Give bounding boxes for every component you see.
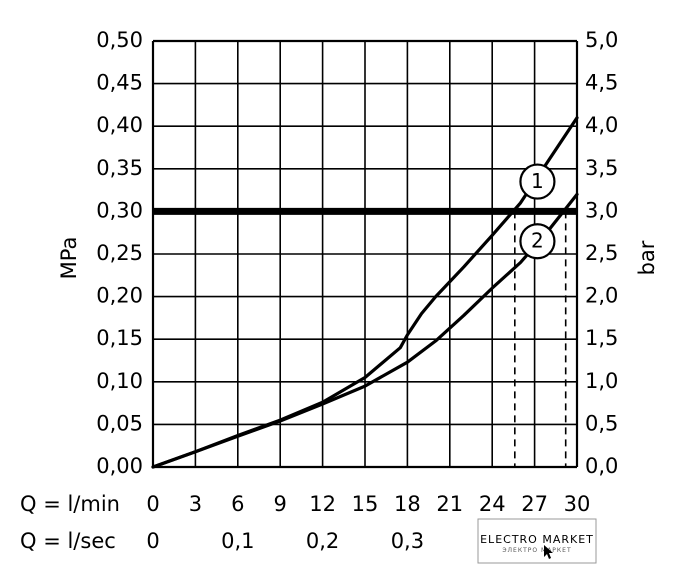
left-tick-label: 0,10 xyxy=(96,369,143,393)
left-tick-label: 0,40 xyxy=(96,113,143,137)
x-tick-label-lmin: 0 xyxy=(146,492,159,516)
logo-main-text: ELECTRO MARKET xyxy=(480,533,594,546)
left-tick-label: 0,05 xyxy=(96,411,143,435)
x-axis-label-lmin: Q = l/min xyxy=(20,492,120,516)
x-tick-label-lsec: 0,1 xyxy=(221,529,254,553)
right-tick-label: 2,0 xyxy=(585,284,618,308)
right-tick-label: 2,5 xyxy=(585,241,618,265)
x-tick-label-lmin: 18 xyxy=(394,492,421,516)
x-tick-label-lsec: 0 xyxy=(146,529,159,553)
right-tick-label: 0,0 xyxy=(585,454,618,478)
left-tick-label: 0,15 xyxy=(96,326,143,350)
x-tick-label-lmin: 27 xyxy=(521,492,548,516)
left-tick-label: 0,35 xyxy=(96,156,143,180)
x-tick-label-lmin: 3 xyxy=(189,492,202,516)
left-tick-label: 0,30 xyxy=(96,198,143,222)
right-tick-label: 1,0 xyxy=(585,369,618,393)
series-marker-label: 1 xyxy=(531,169,544,193)
right-tick-label: 4,5 xyxy=(585,71,618,95)
x-tick-label-lmin: 21 xyxy=(436,492,463,516)
x-axis-row-lmin: Q = l/min 0 3 6 9 12 15 18 21 24 27 30 xyxy=(20,492,590,516)
logo-frame xyxy=(477,518,597,564)
left-tick-label: 0,25 xyxy=(96,241,143,265)
left-tick-label: 0,00 xyxy=(96,454,143,478)
right-axis-title: bar xyxy=(635,240,659,275)
left-tick-label: 0,45 xyxy=(96,71,143,95)
cursor-icon xyxy=(544,545,553,559)
right-y-ticks: 0,0 0,5 1,0 1,5 2,0 2,5 3,0 3,5 4,0 4,5 5,0 xyxy=(585,28,618,478)
right-tick-label: 3,5 xyxy=(585,156,618,180)
right-tick-label: 1,5 xyxy=(585,326,618,350)
left-tick-label: 0,50 xyxy=(96,28,143,52)
dashed-drop-lines xyxy=(514,211,567,467)
x-tick-label-lmin: 9 xyxy=(274,492,287,516)
logo-sub-text: ЭЛЕКТРО МАРКЕТ xyxy=(502,547,571,554)
grid xyxy=(151,39,579,469)
x-tick-label-lsec: 0,2 xyxy=(306,529,339,553)
x-tick-label-lmin: 12 xyxy=(309,492,336,516)
x-tick-label-lmin: 15 xyxy=(352,492,379,516)
right-tick-label: 0,5 xyxy=(585,411,618,435)
right-tick-label: 5,0 xyxy=(585,28,618,52)
right-tick-label: 4,0 xyxy=(585,113,618,137)
left-y-ticks: 0,00 0,05 0,10 0,15 0,20 0,25 0,30 0,35 0,40 0,45… xyxy=(96,28,143,478)
left-tick-label: 0,20 xyxy=(96,284,143,308)
x-tick-label-lsec: 0,3 xyxy=(391,529,424,553)
x-tick-label-lmin: 30 xyxy=(564,492,591,516)
x-tick-label-lmin: 24 xyxy=(479,492,506,516)
series-marker-circle xyxy=(519,163,556,200)
series-markers: 12 xyxy=(519,163,556,260)
x-axis-label-lsec: Q = l/sec xyxy=(20,529,116,553)
series-marker-label: 2 xyxy=(531,229,544,253)
x-tick-label-lmin: 6 xyxy=(231,492,244,516)
series-marker-circle xyxy=(519,223,556,260)
logo: ELECTRO MARKET ЭЛЕКТРО МАРКЕТ xyxy=(477,518,597,564)
right-tick-label: 3,0 xyxy=(585,198,618,222)
left-axis-title: MPa xyxy=(57,237,81,280)
series-line-2 xyxy=(151,192,579,469)
x-axis-row-lsec: Q = l/sec 0 0,1 0,2 0,3 xyxy=(20,529,424,553)
series-lines xyxy=(151,116,579,469)
